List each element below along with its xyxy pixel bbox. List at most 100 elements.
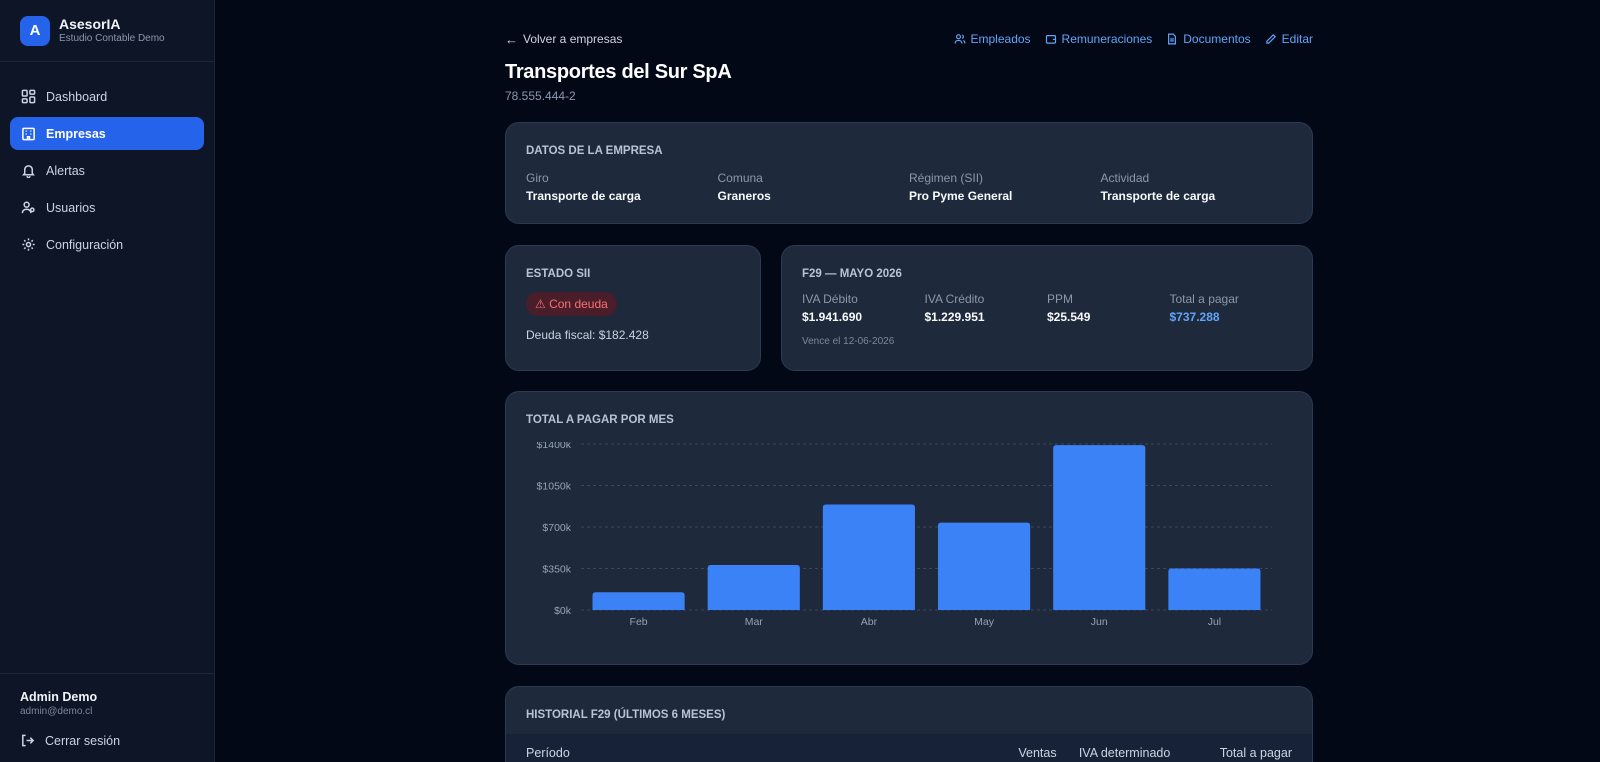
page-title: Transportes del Sur SpA bbox=[505, 61, 732, 83]
chart-bar bbox=[1168, 568, 1261, 610]
f29-total: Total a pagar $737.288 bbox=[1170, 292, 1293, 324]
action-label: Remuneraciones bbox=[1061, 32, 1153, 46]
sidebar-item-alertas[interactable]: Alertas bbox=[10, 154, 204, 187]
actions-bar: Empleados Remuneraciones Documentos Edit… bbox=[940, 32, 1313, 46]
sidebar-footer: Admin Demo admin@demo.cl Cerrar sesión bbox=[0, 673, 214, 762]
y-tick-label: $350k bbox=[542, 564, 571, 576]
field-value: $737.288 bbox=[1169, 310, 1220, 324]
users-icon bbox=[954, 34, 965, 44]
column-header[interactable]: IVA determinado bbox=[1078, 746, 1171, 760]
building-icon bbox=[22, 127, 35, 141]
user-email: admin@demo.cl bbox=[20, 706, 93, 717]
card-title: TOTAL A PAGAR POR MES bbox=[526, 414, 674, 426]
field-value: Graneros bbox=[717, 189, 771, 203]
sidebar-item-label: Configuración bbox=[46, 237, 124, 252]
arrow-left-icon: ← bbox=[505, 31, 518, 47]
brand: A AsesorIA Estudio Contable Demo bbox=[0, 0, 214, 62]
x-tick-label: Jul bbox=[1208, 616, 1221, 628]
card-title: HISTORIAL F29 (ÚLTIMOS 6 MESES) bbox=[526, 709, 726, 721]
sidebar-item-label: Alertas bbox=[46, 163, 85, 178]
sii-status-card: ESTADO SII ⚠ Con deuda Deuda fiscal: $18… bbox=[505, 245, 761, 371]
users-icon bbox=[21, 201, 35, 214]
column-header[interactable]: Período bbox=[526, 746, 570, 760]
chart-bar bbox=[592, 592, 685, 610]
field-value: Pro Pyme General bbox=[909, 189, 1013, 203]
dashboard-icon bbox=[21, 89, 36, 104]
brand-subtitle: Estudio Contable Demo bbox=[59, 33, 165, 44]
field-label: Total a pagar bbox=[1169, 292, 1239, 306]
chart-card: TOTAL A PAGAR POR MES $0k $350k $700k $1050… bbox=[505, 391, 1313, 665]
x-tick-label: Jun bbox=[1091, 616, 1108, 628]
action-label: Editar bbox=[1281, 32, 1313, 46]
gear-icon bbox=[22, 238, 35, 251]
chart-bar bbox=[938, 522, 1031, 610]
pencil-icon bbox=[1265, 34, 1276, 44]
f29-iva-debito: IVA Débito $1.941.690 bbox=[802, 292, 925, 324]
user-name: Admin Demo bbox=[20, 690, 98, 704]
brand-name: AsesorIA bbox=[59, 16, 121, 32]
topbar: ← Volver a empresas Empleados Remuneraci… bbox=[505, 31, 1313, 47]
y-tick-label: $1400k bbox=[537, 442, 572, 451]
chart-bar bbox=[822, 504, 915, 610]
field-comuna: Comuna Graneros bbox=[718, 171, 910, 203]
field-value: $25.549 bbox=[1047, 310, 1091, 324]
field-label: Actividad bbox=[1100, 171, 1150, 185]
status-badge: ⚠ Con deuda bbox=[526, 292, 617, 316]
field-label: IVA Crédito bbox=[924, 292, 985, 306]
column-header[interactable]: Ventas bbox=[1018, 746, 1057, 760]
y-tick-label: $1050k bbox=[537, 481, 572, 493]
sidebar-item-label: Usuarios bbox=[46, 200, 96, 215]
x-tick-label: May bbox=[974, 616, 995, 628]
card-title: ESTADO SII bbox=[526, 268, 591, 280]
field-label: PPM bbox=[1047, 292, 1074, 306]
brand-logo: A bbox=[20, 15, 50, 46]
field-label: Giro bbox=[526, 171, 549, 185]
field-value: Transporte de carga bbox=[526, 189, 641, 203]
editar-link[interactable]: Editar bbox=[1265, 32, 1313, 46]
wallet-icon bbox=[1045, 35, 1056, 44]
y-tick-label: $700k bbox=[542, 522, 571, 534]
remuneraciones-link[interactable]: Remuneraciones bbox=[1045, 32, 1153, 46]
logout-button[interactable]: Cerrar sesión bbox=[20, 733, 194, 748]
documentos-link[interactable]: Documentos bbox=[1166, 32, 1251, 46]
sidebar: A AsesorIA Estudio Contable Demo Dashboa… bbox=[0, 0, 215, 762]
logout-icon bbox=[22, 734, 35, 747]
field-giro: Giro Transporte de carga bbox=[526, 171, 718, 203]
company-data-card: DATOS DE LA EMPRESA Giro Transporte de c… bbox=[505, 122, 1313, 224]
column-header[interactable]: Total a pagar bbox=[1219, 746, 1292, 760]
chart-bar bbox=[707, 564, 800, 610]
f29-ppm: PPM $25.549 bbox=[1047, 292, 1170, 324]
x-tick-label: Mar bbox=[745, 616, 764, 628]
main-content: ← Volver a empresas Empleados Remuneraci… bbox=[505, 0, 1313, 762]
field-actividad: Actividad Transporte de carga bbox=[1101, 171, 1293, 203]
field-label: IVA Débito bbox=[802, 292, 858, 306]
sidebar-item-configuracion[interactable]: Configuración bbox=[10, 228, 204, 261]
sidebar-item-label: Dashboard bbox=[46, 89, 108, 104]
back-label: Volver a empresas bbox=[523, 32, 623, 46]
back-link[interactable]: ← Volver a empresas bbox=[505, 32, 622, 47]
field-regimen: Régimen (SII) Pro Pyme General bbox=[909, 171, 1101, 203]
action-label: Documentos bbox=[1183, 32, 1251, 46]
logout-label: Cerrar sesión bbox=[45, 733, 121, 748]
sidebar-item-label: Empresas bbox=[46, 126, 106, 141]
x-tick-label: Abr bbox=[861, 616, 878, 628]
action-label: Empleados bbox=[970, 32, 1031, 46]
bell-icon bbox=[22, 165, 35, 178]
due-date: Vence el 12-06-2026 bbox=[802, 336, 895, 347]
f29-card: F29 — MAYO 2026 IVA Débito $1.941.690 IV… bbox=[781, 245, 1313, 371]
bar-chart: $0k $350k $700k $1050k $1400k Feb Mar Abr May Jun… bbox=[537, 442, 1272, 628]
field-value: Transporte de carga bbox=[1100, 189, 1216, 203]
card-title: DATOS DE LA EMPRESA bbox=[526, 145, 663, 157]
sidebar-item-empresas[interactable]: Empresas bbox=[10, 117, 204, 150]
empleados-link[interactable]: Empleados bbox=[954, 32, 1031, 46]
sidebar-item-usuarios[interactable]: Usuarios bbox=[10, 191, 204, 224]
table-header: Período Ventas IVA determinado Total a p… bbox=[506, 734, 1312, 762]
f29-iva-credito: IVA Crédito $1.229.951 bbox=[925, 292, 1048, 324]
sidebar-item-dashboard[interactable]: Dashboard bbox=[10, 80, 204, 113]
company-rut: 78.555.444-2 bbox=[505, 89, 576, 103]
fiscal-debt: Deuda fiscal: $182.428 bbox=[526, 328, 649, 342]
sidebar-nav: Dashboard Empresas Alertas Usuarios Conf… bbox=[0, 62, 214, 261]
chart-bar bbox=[1053, 445, 1146, 610]
document-icon bbox=[1168, 33, 1177, 45]
history-card: HISTORIAL F29 (ÚLTIMOS 6 MESES) Período … bbox=[505, 686, 1313, 762]
